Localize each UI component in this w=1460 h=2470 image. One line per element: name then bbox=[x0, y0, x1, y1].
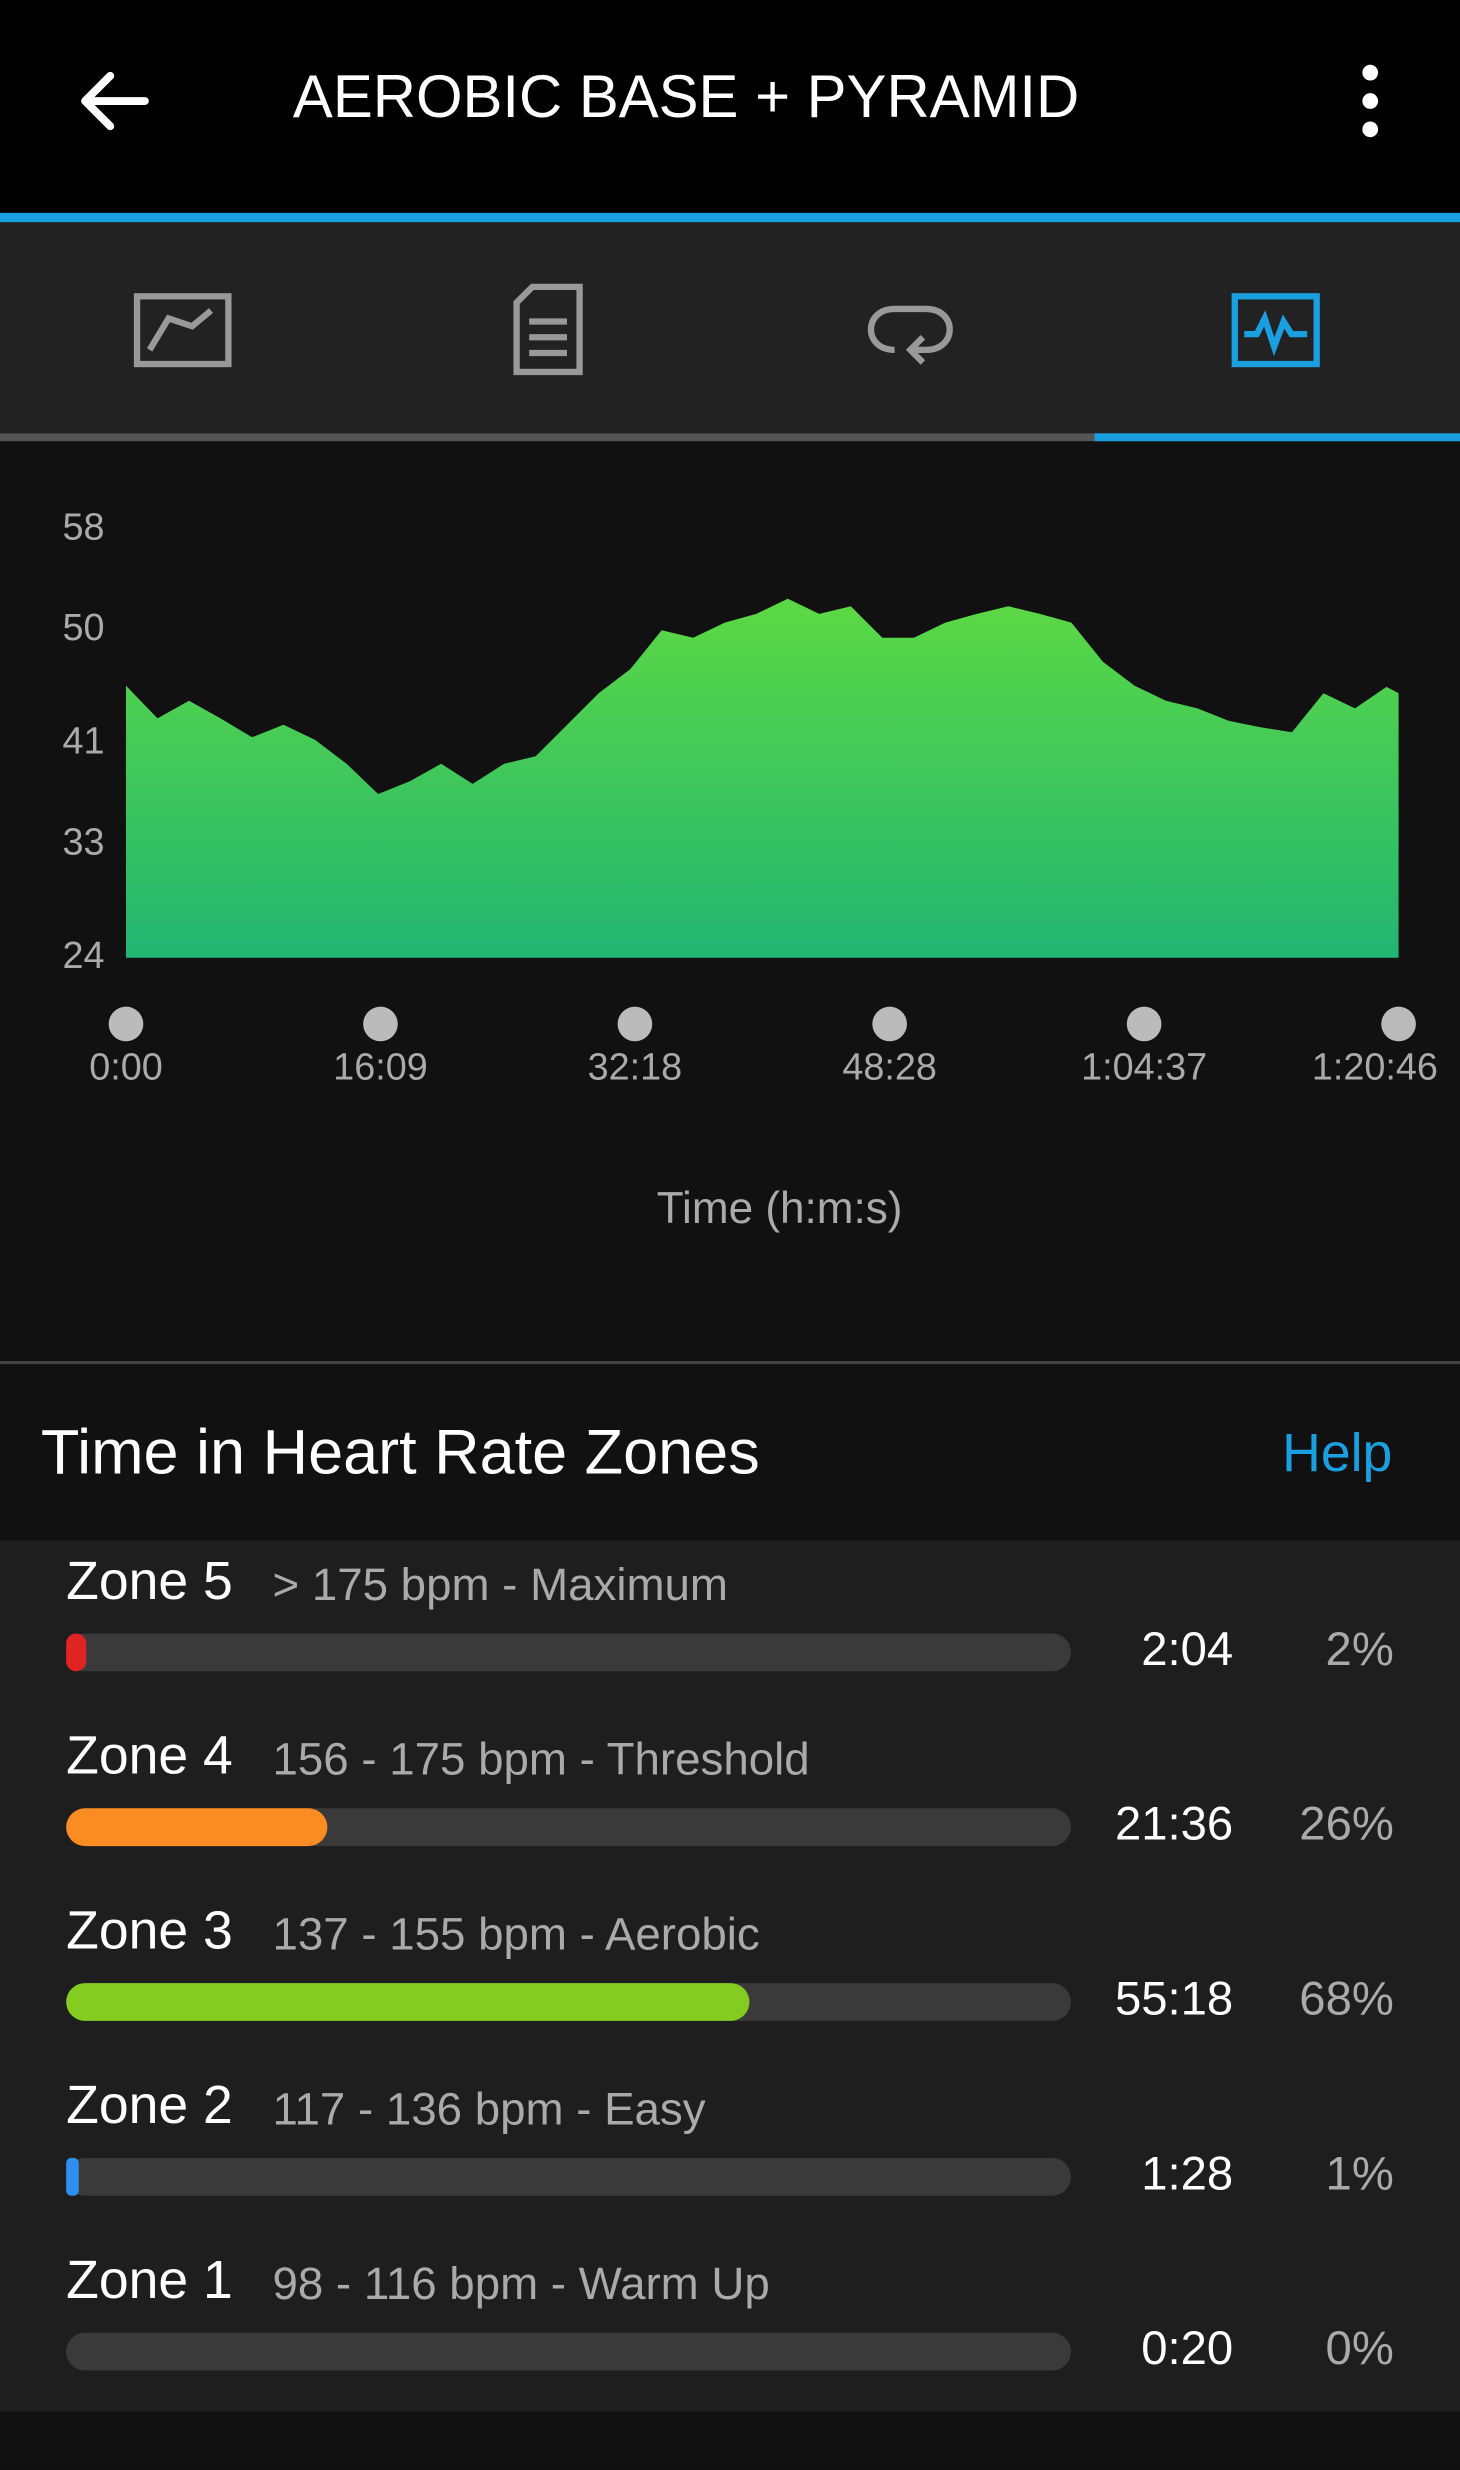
menu-button[interactable] bbox=[1362, 64, 1379, 138]
zone-name: Zone 4 bbox=[66, 1727, 233, 1786]
chart-tab[interactable] bbox=[1231, 293, 1320, 368]
x-tick-dot bbox=[363, 1006, 398, 1042]
x-tick-label: 32:18 bbox=[588, 1047, 683, 1089]
y-tick-label: 24 bbox=[62, 935, 104, 977]
x-tick-label: 16:09 bbox=[333, 1047, 428, 1089]
y-tick-label: 41 bbox=[62, 721, 104, 763]
zone-bar bbox=[66, 2157, 79, 2196]
tab-indicator-track bbox=[0, 433, 1460, 442]
zone-percent: 26% bbox=[1299, 1798, 1394, 1851]
title: AEROBIC BASE + PYRAMID bbox=[293, 63, 1079, 130]
x-tick-dot bbox=[108, 1006, 144, 1042]
zone-range: 137 - 155 bpm - Aerobic bbox=[272, 1909, 759, 1960]
zones-list: Zone 5 > 175 bpm - Maximum 2:04 2% Zone 4 156… bbox=[66, 1552, 1394, 2375]
zones-title: Time in Heart Rate Zones bbox=[41, 1418, 760, 1488]
y-tick-label: 50 bbox=[62, 607, 104, 649]
tab-indicator bbox=[1094, 433, 1460, 442]
y-tick-label: 58 bbox=[62, 506, 104, 548]
accent-line bbox=[0, 212, 1460, 223]
chart: 24 33 41 50 58 0:00 16:09 32:18 48:28 1:04:37 1:20… bbox=[62, 506, 1437, 1088]
zone-bar bbox=[66, 1983, 750, 2021]
x-tick-label: 0:00 bbox=[89, 1047, 163, 1089]
hr-area bbox=[125, 598, 1399, 958]
zone-percent: 0% bbox=[1326, 2322, 1394, 2375]
x-tick-label: 48:28 bbox=[842, 1047, 937, 1089]
help-link[interactable]: Help bbox=[1282, 1424, 1392, 1483]
zone-range: 117 - 136 bpm - Easy bbox=[272, 2083, 705, 2134]
zone-bar bbox=[66, 1633, 87, 1672]
x-tick-label: 1:04:37 bbox=[1081, 1047, 1207, 1089]
zone-range: > 175 bpm - Maximum bbox=[272, 1559, 727, 1610]
zone-name: Zone 3 bbox=[66, 1901, 233, 1960]
zone-time: 2:04 bbox=[1141, 1623, 1233, 1676]
back-button[interactable] bbox=[81, 71, 149, 131]
x-tick-dot bbox=[872, 1006, 907, 1042]
x-tick-dot bbox=[617, 1006, 653, 1042]
zone-bar bbox=[66, 1808, 328, 1847]
zone-time: 0:20 bbox=[1141, 2322, 1233, 2375]
zone-name: Zone 5 bbox=[66, 1552, 233, 1611]
app-bar bbox=[0, 0, 1460, 213]
x-tick-dot bbox=[1126, 1006, 1162, 1042]
details-tab[interactable] bbox=[513, 283, 583, 376]
y-tick-label: 33 bbox=[62, 821, 104, 863]
x-tick-dot bbox=[1381, 1006, 1416, 1042]
zone-percent: 2% bbox=[1326, 1623, 1394, 1676]
zone-bar-track bbox=[66, 1633, 1071, 1672]
zone-name: Zone 1 bbox=[66, 2251, 233, 2310]
zones-panel bbox=[0, 1540, 1460, 2412]
zone-bar-track bbox=[66, 2332, 1071, 2371]
x-axis-label: Time (h:m:s) bbox=[657, 1184, 903, 1233]
laps-tab[interactable] bbox=[868, 305, 953, 365]
zone-range: 156 - 175 bpm - Threshold bbox=[272, 1734, 809, 1785]
x-tick-label: 1:20:46 bbox=[1312, 1047, 1438, 1089]
zone-time: 1:28 bbox=[1141, 2147, 1233, 2200]
map-tab[interactable] bbox=[133, 293, 232, 368]
zone-bar-track bbox=[66, 2157, 1071, 2196]
zone-time: 55:18 bbox=[1115, 1972, 1233, 2025]
divider bbox=[0, 1360, 1460, 1365]
zone-percent: 1% bbox=[1326, 2147, 1394, 2200]
tab-bar bbox=[0, 222, 1460, 434]
zone-percent: 68% bbox=[1299, 1972, 1394, 2025]
zone-name: Zone 2 bbox=[66, 2076, 233, 2135]
zone-time: 21:36 bbox=[1115, 1798, 1233, 1851]
zone-range: 98 - 116 bpm - Warm Up bbox=[272, 2258, 769, 2309]
